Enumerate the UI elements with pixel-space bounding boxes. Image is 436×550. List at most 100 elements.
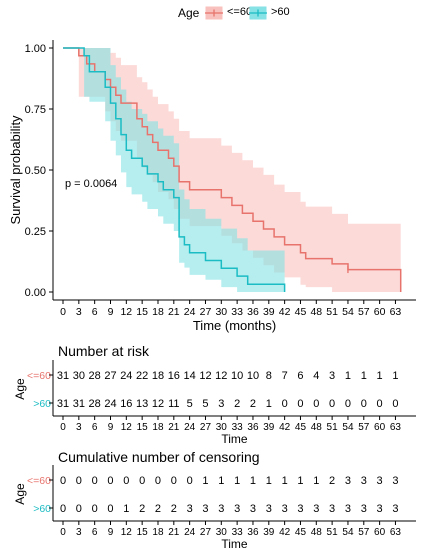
x-tick-label: 33 xyxy=(231,306,243,318)
censor-cell: 1 xyxy=(202,475,208,487)
risk-x-tick-label: 30 xyxy=(216,422,228,433)
risk-cell: 18 xyxy=(152,370,164,382)
censor-cell: 2 xyxy=(171,503,177,515)
risk-x-tick-label: 3 xyxy=(76,422,82,433)
censor-cell: 3 xyxy=(266,503,272,515)
risk-cell: 31 xyxy=(57,370,69,382)
censor-cell: 3 xyxy=(297,503,303,515)
risk-cell: 0 xyxy=(361,398,367,410)
risk-cell: 16 xyxy=(120,398,132,410)
censor-x-tick-label: 57 xyxy=(358,527,370,538)
risk-cell: 24 xyxy=(120,370,132,382)
risk-cell: 0 xyxy=(392,398,398,410)
risk-cell: 6 xyxy=(297,370,303,382)
risk-x-tick-label: 21 xyxy=(168,422,180,433)
censor-cell: 0 xyxy=(92,475,98,487)
risk-x-tick-label: 45 xyxy=(295,422,307,433)
censor-cell: 0 xyxy=(155,475,161,487)
risk-x-tick-label: 36 xyxy=(247,422,259,433)
censor-cell: 0 xyxy=(60,503,66,515)
risk-cell: 7 xyxy=(282,370,288,382)
censor-cell: 3 xyxy=(313,503,319,515)
risk-x-tick-label: 54 xyxy=(342,422,354,433)
risk-x-tick-label: 18 xyxy=(152,422,164,433)
risk-table-title: Number at risk xyxy=(58,343,150,359)
x-tick-label: 24 xyxy=(184,306,196,318)
legend-key-gt60 xyxy=(249,6,267,20)
censor-cell: 0 xyxy=(60,475,66,487)
risk-x-tick-label: 6 xyxy=(92,422,98,433)
risk-cell: 1 xyxy=(361,370,367,382)
censor-cell: 1 xyxy=(250,475,256,487)
censor-x-tick-label: 18 xyxy=(152,527,164,538)
risk-x-tick-label: 63 xyxy=(390,422,402,433)
risk-x-tick-label: 9 xyxy=(108,422,114,433)
legend-label-le60: <=60 xyxy=(227,6,253,18)
risk-x-tick-label: 39 xyxy=(263,422,275,433)
risk-cell: 2 xyxy=(250,398,256,410)
risk-cell: 11 xyxy=(168,398,179,410)
censor-cell: 3 xyxy=(345,475,351,487)
x-tick-label: 18 xyxy=(152,306,164,318)
censor-cell: 3 xyxy=(361,503,367,515)
censor-cell: 0 xyxy=(123,475,129,487)
legend: Age <=60 >60 xyxy=(0,2,436,22)
censor-x-tick-label: 27 xyxy=(200,527,212,538)
risk-x-tick-label: 51 xyxy=(327,422,339,433)
censor-x-tick-label: 15 xyxy=(137,527,149,538)
censor-cell: 1 xyxy=(123,503,129,515)
risk-x-tick-label: 33 xyxy=(232,422,244,433)
risk-x-tick-label: 57 xyxy=(358,422,370,433)
risk-cell: 12 xyxy=(199,370,211,382)
ci-band-1 xyxy=(63,48,285,292)
risk-cell: 4 xyxy=(313,370,319,382)
y-tick-label: 1.00 xyxy=(25,43,46,55)
x-tick-label: 30 xyxy=(215,306,227,318)
p-value-annotation: p = 0.0064 xyxy=(65,178,117,190)
x-tick-label: 15 xyxy=(136,306,148,318)
y-tick-label: 0.00 xyxy=(25,287,46,299)
censor-x-tick-label: 0 xyxy=(60,527,66,538)
x-tick-label: 27 xyxy=(200,306,212,318)
censor-cell: 0 xyxy=(171,475,177,487)
risk-cell: 24 xyxy=(104,398,116,410)
risk-cell: 10 xyxy=(247,370,259,382)
risk-cell: 12 xyxy=(152,398,164,410)
risk-cell: 8 xyxy=(266,370,272,382)
censor-x-tick-label: 51 xyxy=(327,527,339,538)
y-tick-label: 0.25 xyxy=(25,226,46,238)
legend-key-le60 xyxy=(205,6,223,20)
censor-cell: 0 xyxy=(92,503,98,515)
risk-x-tick-label: 24 xyxy=(184,422,196,433)
risk-cell: 1 xyxy=(377,370,383,382)
risk-x-tick-label: 12 xyxy=(121,422,133,433)
risk-x-tick-label: 60 xyxy=(374,422,386,433)
censor-x-tick-label: 60 xyxy=(374,527,386,538)
censor-x-tick-label: 12 xyxy=(121,527,133,538)
x-tick-label: 60 xyxy=(374,306,386,318)
x-tick-label: 39 xyxy=(263,306,275,318)
risk-cell: 10 xyxy=(231,370,243,382)
risk-row-label: <=60 xyxy=(27,370,51,382)
risk-cell: 27 xyxy=(104,370,116,382)
censor-y-title: Age xyxy=(13,483,27,505)
risk-cell: 3 xyxy=(329,370,335,382)
x-tick-label: 36 xyxy=(247,306,259,318)
risk-x-tick-label: 48 xyxy=(311,422,323,433)
x-tick-label: 0 xyxy=(60,306,66,318)
censor-x-tick-label: 9 xyxy=(108,527,114,538)
risk-cell: 1 xyxy=(345,370,351,382)
censor-cell: 3 xyxy=(345,503,351,515)
risk-cell: 31 xyxy=(57,398,69,410)
censor-row-label: <=60 xyxy=(27,475,51,487)
risk-cell: 13 xyxy=(136,398,148,410)
censor-x-title: Time xyxy=(221,537,248,550)
x-axis-title: Time (months) xyxy=(193,318,276,333)
censor-cell: 3 xyxy=(392,503,398,515)
risk-cell: 0 xyxy=(313,398,319,410)
censor-cell: 3 xyxy=(392,475,398,487)
risk-cell: 5 xyxy=(187,398,193,410)
x-tick-label: 6 xyxy=(92,306,98,318)
x-tick-label: 12 xyxy=(120,306,132,318)
censor-x-tick-label: 3 xyxy=(76,527,82,538)
